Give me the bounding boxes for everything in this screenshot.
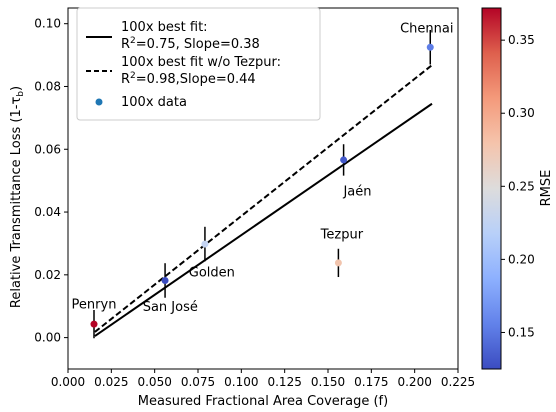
y-tick-label: 0.10	[34, 17, 61, 31]
point-label: Chennai	[400, 21, 453, 36]
legend-entry-2-line2: R2=0.98,Slope=0.44	[121, 71, 256, 87]
data-point	[161, 276, 169, 284]
x-axis-label: Measured Fractional Area Coverage (f)	[138, 394, 388, 409]
point-labels: Penryn San José Golden Tezpur Jaén Chennai	[72, 21, 454, 314]
y-tick-label: 0.02	[34, 268, 61, 282]
data-points	[90, 43, 434, 328]
colorbar-tick-label: 0.30	[508, 106, 535, 120]
y-axis-label-tau: τ	[9, 97, 24, 105]
point-label: Jaén	[342, 185, 371, 200]
legend-entry-2-line1: 100x best fit w/o Tezpur:	[121, 55, 281, 70]
legend: 100x best fit: R2=0.75, Slope=0.38 100x …	[76, 7, 321, 121]
y-tick-label: 0.08	[34, 79, 61, 93]
colorbar-tick-label: 0.35	[508, 33, 535, 47]
x-tick-label: 0.225	[441, 375, 475, 389]
y-tick-label: 0.06	[34, 142, 61, 156]
y-axis-label: Relative Transmittance Loss (1-τb)	[9, 86, 26, 308]
colorbar: 0.15 0.20 0.25 0.30 0.35 RMSE	[481, 7, 554, 370]
colorbar-gradient	[481, 7, 502, 370]
data-point	[90, 320, 98, 328]
y-tick-label: 0.00	[34, 331, 61, 345]
point-label: San José	[143, 300, 198, 315]
y-axis-label-sub: b	[16, 91, 26, 97]
x-tick-label: 0.000	[51, 375, 85, 389]
point-label: Penryn	[72, 298, 117, 313]
fit-lines	[94, 64, 433, 337]
colorbar-tick-label: 0.25	[508, 179, 535, 193]
point-label: Tezpur	[320, 228, 364, 243]
colorbar-label: RMSE	[539, 170, 554, 207]
y-tick-label: 0.04	[34, 205, 61, 219]
colorbar-ticks: 0.15 0.20 0.25 0.30 0.35	[501, 33, 535, 339]
y-axis-label-main: Relative Transmittance Loss (1-	[9, 104, 24, 308]
legend-entry-1-line1: 100x best fit:	[121, 20, 208, 35]
x-tick-label: 0.200	[397, 375, 431, 389]
legend-box	[76, 7, 321, 121]
x-tick-label: 0.125	[267, 375, 301, 389]
x-tick-label: 0.100	[224, 375, 258, 389]
data-point	[426, 43, 434, 51]
x-axis: 0.000 0.025 0.050 0.075 0.100 0.125 0.150 0.175…	[51, 369, 475, 389]
x-tick-label: 0.150	[311, 375, 345, 389]
data-point	[201, 240, 209, 248]
legend-marker-sample	[95, 98, 103, 106]
y-axis: 0.00 0.02 0.04 0.06 0.08 0.10	[34, 17, 68, 345]
legend-entry-3: 100x data	[121, 95, 187, 110]
x-tick-label: 0.175	[354, 375, 388, 389]
x-tick-label: 0.075	[181, 375, 215, 389]
data-point	[334, 259, 342, 267]
legend-entry-1-line2: R2=0.75, Slope=0.38	[121, 36, 260, 52]
y-axis-label-close: )	[9, 86, 24, 91]
fit-line-all	[94, 102, 433, 337]
point-label: Golden	[189, 265, 235, 280]
x-tick-label: 0.050	[137, 375, 171, 389]
colorbar-tick-label: 0.20	[508, 252, 535, 266]
colorbar-tick-label: 0.15	[508, 325, 535, 339]
x-tick-label: 0.025	[94, 375, 128, 389]
data-point	[340, 156, 348, 164]
